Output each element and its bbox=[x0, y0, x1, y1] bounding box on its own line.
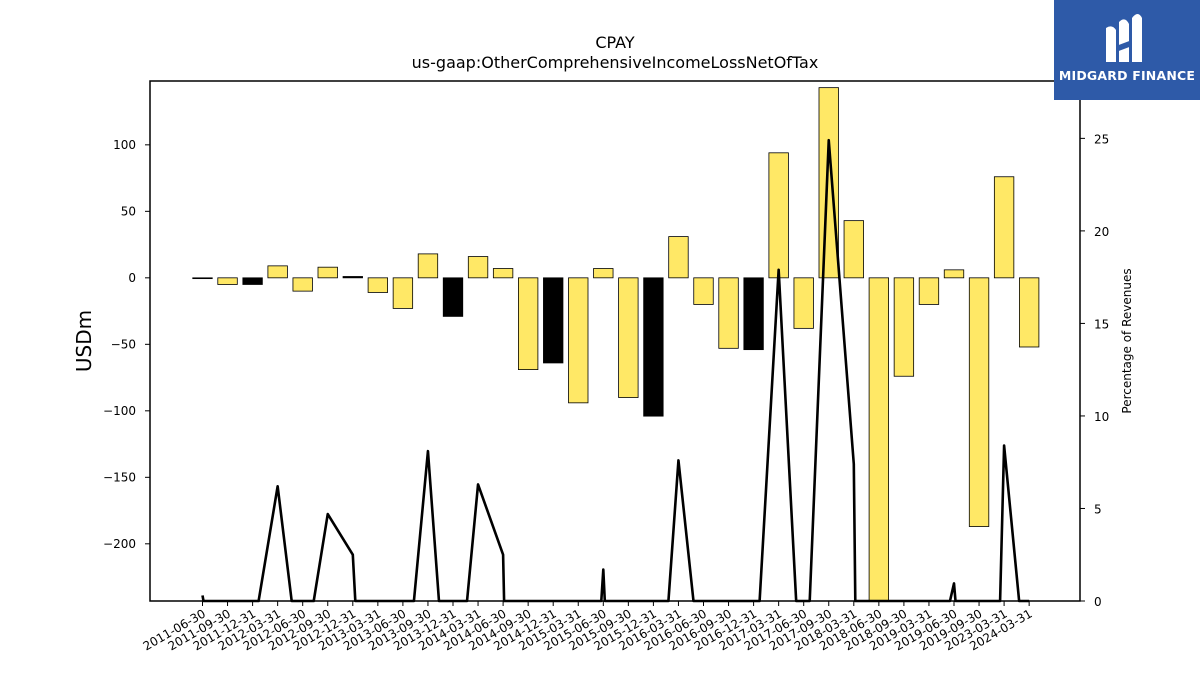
bar-2017-09-30 bbox=[818, 87, 839, 279]
right-axis: 0 5 10 15 20 25 bbox=[1080, 132, 1109, 609]
y2-tick-label: 5 bbox=[1094, 502, 1102, 516]
percentage-series-line bbox=[201, 138, 1030, 603]
bar-2019-06-30 bbox=[943, 269, 965, 279]
bar-2016-03-31 bbox=[668, 236, 689, 279]
logo-text: MIDGARD FINANCE bbox=[1058, 68, 1196, 83]
bar-2012-12-31 bbox=[342, 276, 363, 279]
bar-2018-03-31 bbox=[843, 220, 864, 279]
bar-2018-09-30 bbox=[893, 277, 915, 377]
y-tick-label: −200 bbox=[103, 537, 136, 551]
bar-2014-09-30 bbox=[518, 277, 539, 370]
plot-frame bbox=[149, 80, 1081, 602]
percentage-line bbox=[201, 138, 1030, 603]
bar-2012-03-31 bbox=[267, 265, 288, 279]
bar-2016-12-31 bbox=[743, 277, 764, 351]
bar-2015-06-30 bbox=[593, 268, 614, 279]
bar-2013-06-30 bbox=[392, 277, 414, 309]
brand-logo: MIDGARD FINANCE bbox=[1054, 0, 1200, 100]
y2-axis-label: Percentage of Revenues bbox=[1120, 268, 1134, 413]
bar-2015-09-30 bbox=[618, 277, 639, 398]
chart-subtitle: us-gaap:OtherComprehensiveIncomeLossNetO… bbox=[412, 53, 819, 72]
bar-2023-03-31 bbox=[993, 176, 1015, 279]
y-tick-label: 100 bbox=[113, 138, 136, 152]
bar-2011-12-31 bbox=[242, 277, 263, 285]
bar-2013-09-30 bbox=[417, 253, 439, 279]
bar-2015-03-31 bbox=[568, 277, 589, 404]
y-tick-label: −50 bbox=[111, 337, 136, 351]
y2-tick-label: 10 bbox=[1094, 410, 1109, 424]
bar-2017-06-30 bbox=[793, 277, 814, 329]
midgard-logo-icon bbox=[1106, 14, 1142, 62]
bar-2013-12-31 bbox=[442, 277, 464, 317]
bar-2014-03-31 bbox=[467, 256, 489, 279]
bars bbox=[192, 87, 1040, 602]
bar-2017-03-31 bbox=[768, 152, 789, 279]
x-axis: 2011-06-302011-09-302011-12-312012-03-31… bbox=[141, 601, 1035, 653]
y2-tick-label: 0 bbox=[1094, 595, 1102, 609]
chart-title: CPAY bbox=[595, 33, 635, 52]
y-tick-label: −150 bbox=[103, 470, 136, 484]
bar-2019-09-30 bbox=[968, 277, 990, 527]
y-axis-label: USDm bbox=[72, 310, 96, 372]
bar-2012-06-30 bbox=[292, 277, 313, 292]
y-tick-label: 50 bbox=[121, 204, 136, 218]
y2-tick-label: 15 bbox=[1094, 317, 1109, 331]
bar-2012-09-30 bbox=[317, 266, 338, 279]
bar-2013-03-31 bbox=[367, 277, 389, 293]
bar-2015-12-31 bbox=[643, 277, 664, 417]
y-tick-label: −100 bbox=[103, 404, 136, 418]
y-tick-label: 0 bbox=[128, 271, 136, 285]
bar-2014-06-30 bbox=[492, 268, 514, 279]
bar-2011-06-30 bbox=[192, 277, 213, 280]
y2-tick-label: 25 bbox=[1094, 132, 1109, 146]
bar-2011-09-30 bbox=[217, 277, 238, 285]
left-axis: −200 −150 −100 −50 0 50 100 bbox=[103, 138, 150, 551]
bar-2019-03-31 bbox=[918, 277, 940, 305]
bar-2018-06-30 bbox=[868, 277, 889, 602]
bar-2014-12-31 bbox=[543, 277, 564, 364]
bar-2024-03-31 bbox=[1019, 277, 1040, 348]
y2-tick-label: 20 bbox=[1094, 225, 1109, 239]
bar-2016-06-30 bbox=[693, 277, 714, 305]
bar-2016-09-30 bbox=[718, 277, 739, 349]
